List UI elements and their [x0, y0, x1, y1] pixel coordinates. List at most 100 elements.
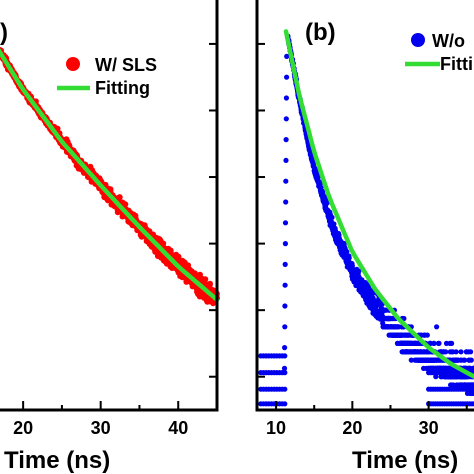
panel-b-point	[435, 340, 441, 346]
panel-b-point	[282, 353, 288, 359]
panel-a-point	[114, 209, 121, 216]
panel-b-point	[413, 349, 419, 355]
panel-b-point	[427, 357, 433, 363]
panel-a-x-tick-label: 20	[13, 418, 33, 438]
panel-b-point	[443, 340, 450, 346]
panel-b-point	[468, 382, 474, 388]
panel-a-tick-labels: 20 30 40	[13, 418, 188, 438]
panel-b-point	[309, 156, 315, 162]
panel-b-point	[283, 178, 289, 184]
panel-b-point	[377, 310, 383, 316]
panel-b-point	[341, 249, 347, 255]
panel-b-point	[346, 260, 352, 266]
panel-b-point	[446, 365, 452, 371]
panel-b-point	[320, 194, 326, 200]
panel-b-point	[319, 190, 325, 196]
panel-b-point	[458, 357, 464, 363]
panel-a-ticks	[22, 42, 217, 410]
panel-b-point	[381, 324, 388, 330]
panel-b-point	[408, 357, 414, 363]
panel-b-fitting-line	[283, 29, 474, 380]
panel-b-point	[366, 293, 372, 299]
panel-b-point	[328, 222, 334, 228]
panel-b-legend-label-0: W/o	[432, 31, 465, 51]
panel-a-legend: W/ SLS Fitting	[57, 55, 157, 98]
panel-b-point	[412, 340, 418, 346]
panel-b-point	[467, 365, 473, 371]
panel-a-x-tick-label: 40	[168, 418, 188, 438]
panel-a-frame	[0, 0, 219, 412]
panel-b-point	[450, 382, 456, 388]
panel-b-point	[364, 284, 370, 290]
panel-b-point	[400, 349, 406, 355]
panel-b-point	[452, 374, 458, 380]
panel-a-point	[152, 248, 159, 255]
panel-b-point	[283, 157, 289, 163]
panel-b-point	[282, 261, 288, 267]
panel-b-x-tick-label: 30	[419, 418, 439, 438]
panel-b-point	[466, 357, 472, 363]
panel-b-point	[427, 340, 433, 346]
panel-b-point	[315, 174, 321, 180]
panel-a-x-tick-label: 30	[91, 418, 111, 438]
panel-b-point	[282, 220, 289, 226]
panel-b-ticks	[257, 42, 468, 410]
panel-b-point	[282, 370, 288, 376]
panel-b-point	[282, 401, 288, 407]
panel-a-fitting-line	[0, 48, 220, 303]
panel-b-point	[350, 269, 356, 275]
panel-b-point	[471, 386, 474, 392]
panel-b-point	[324, 208, 330, 214]
panel-b-point	[390, 332, 396, 338]
panel-b-point	[282, 324, 288, 330]
panel-b-point	[387, 315, 393, 322]
panel-a-legend-marker-0	[66, 57, 80, 71]
panel-b-point	[283, 137, 289, 143]
panel-b-point	[400, 340, 406, 346]
panel-b-point	[471, 401, 474, 407]
panel-b-point	[424, 349, 430, 355]
panel-b-x-axis-label: Time (ns)	[352, 447, 458, 474]
panel-b-frame	[255, 0, 474, 412]
panel-a-point	[197, 289, 204, 296]
panel-b-label: (b)	[305, 19, 336, 46]
panel-b-point	[354, 276, 360, 282]
panel-b-point	[282, 345, 288, 351]
panel-b: 10 20 30 (b) W/o Fitti Time (ns)	[255, 0, 474, 474]
panel-b-point	[434, 324, 440, 330]
panel-b-point	[443, 349, 449, 355]
panel-b-point	[282, 303, 288, 309]
panel-b-legend-marker-0	[411, 33, 425, 47]
panel-b-point	[407, 349, 413, 355]
panel-b-point	[284, 74, 290, 80]
panel-b-point	[284, 53, 290, 60]
panel-b-point	[431, 357, 437, 363]
panel-b-point	[326, 215, 332, 221]
panel-b-point	[333, 231, 339, 237]
panel-b-point	[369, 304, 375, 310]
panel-b-point	[320, 198, 326, 204]
panel-b-point	[334, 239, 340, 245]
panel-b-point	[282, 241, 288, 247]
panel-b-point	[306, 147, 312, 153]
panel-b-point	[447, 374, 453, 380]
panel-b-point	[451, 357, 457, 363]
panel-b-x-tick-label: 20	[342, 418, 362, 438]
panel-b-point	[391, 324, 397, 330]
panel-a-point	[204, 298, 211, 305]
panel-b-point	[315, 179, 321, 185]
panel-b-tick-labels: 10 20 30	[266, 418, 439, 438]
panel-b-point	[403, 349, 409, 355]
panel-b-point	[459, 382, 465, 388]
panel-b-point	[419, 357, 425, 363]
panel-b-point	[370, 295, 376, 301]
panel-b-point	[337, 244, 343, 250]
panel-b-point	[312, 170, 318, 176]
panel-b-legend: W/o Fitti	[405, 31, 473, 74]
panel-a: 20 30 40 ) W/ SLS Fitting Time (ns)	[0, 0, 220, 474]
panel-b-point	[454, 382, 460, 388]
panel-b-point	[397, 332, 403, 338]
panel-b-point	[402, 332, 408, 338]
panel-b-point	[469, 390, 474, 396]
